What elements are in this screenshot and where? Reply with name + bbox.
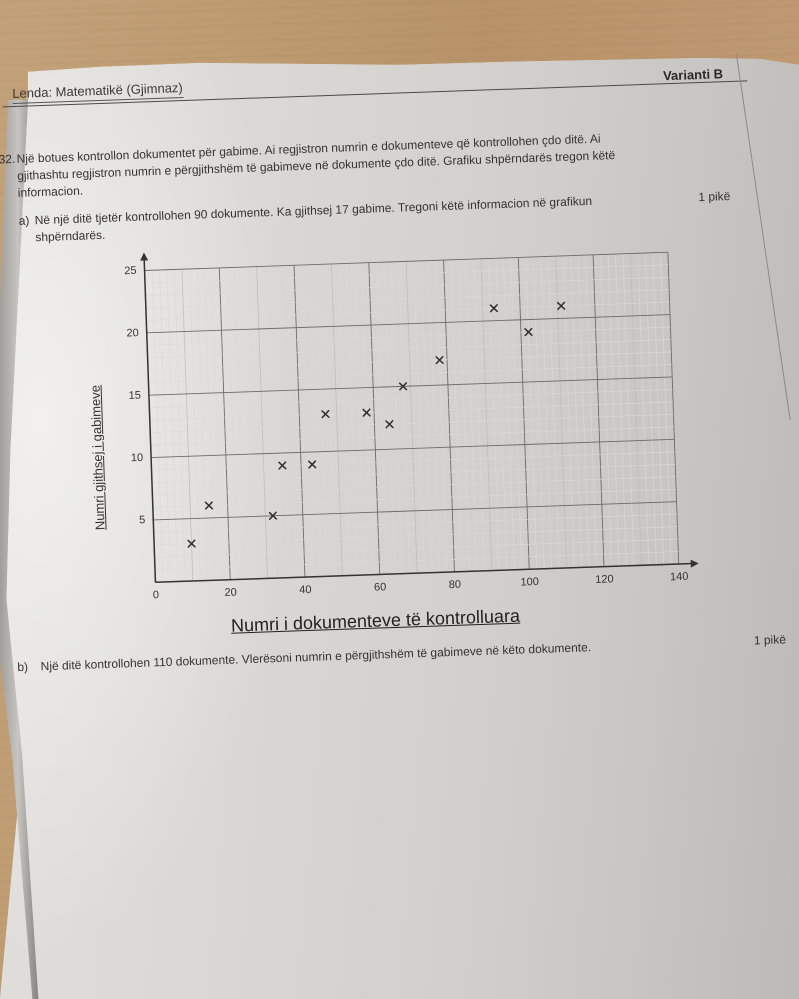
svg-text:15: 15 <box>128 390 141 402</box>
svg-text:60: 60 <box>374 581 387 593</box>
svg-text:25: 25 <box>124 265 137 277</box>
svg-text:10: 10 <box>131 452 144 464</box>
svg-text:40: 40 <box>299 584 312 596</box>
svg-text:5: 5 <box>139 514 146 526</box>
svg-text:0: 0 <box>153 589 160 601</box>
svg-text:20: 20 <box>126 327 139 339</box>
svg-text:100: 100 <box>520 576 539 589</box>
svg-text:80: 80 <box>449 579 462 591</box>
svg-text:140: 140 <box>670 571 689 584</box>
svg-text:20: 20 <box>224 586 237 598</box>
svg-text:120: 120 <box>595 573 614 586</box>
